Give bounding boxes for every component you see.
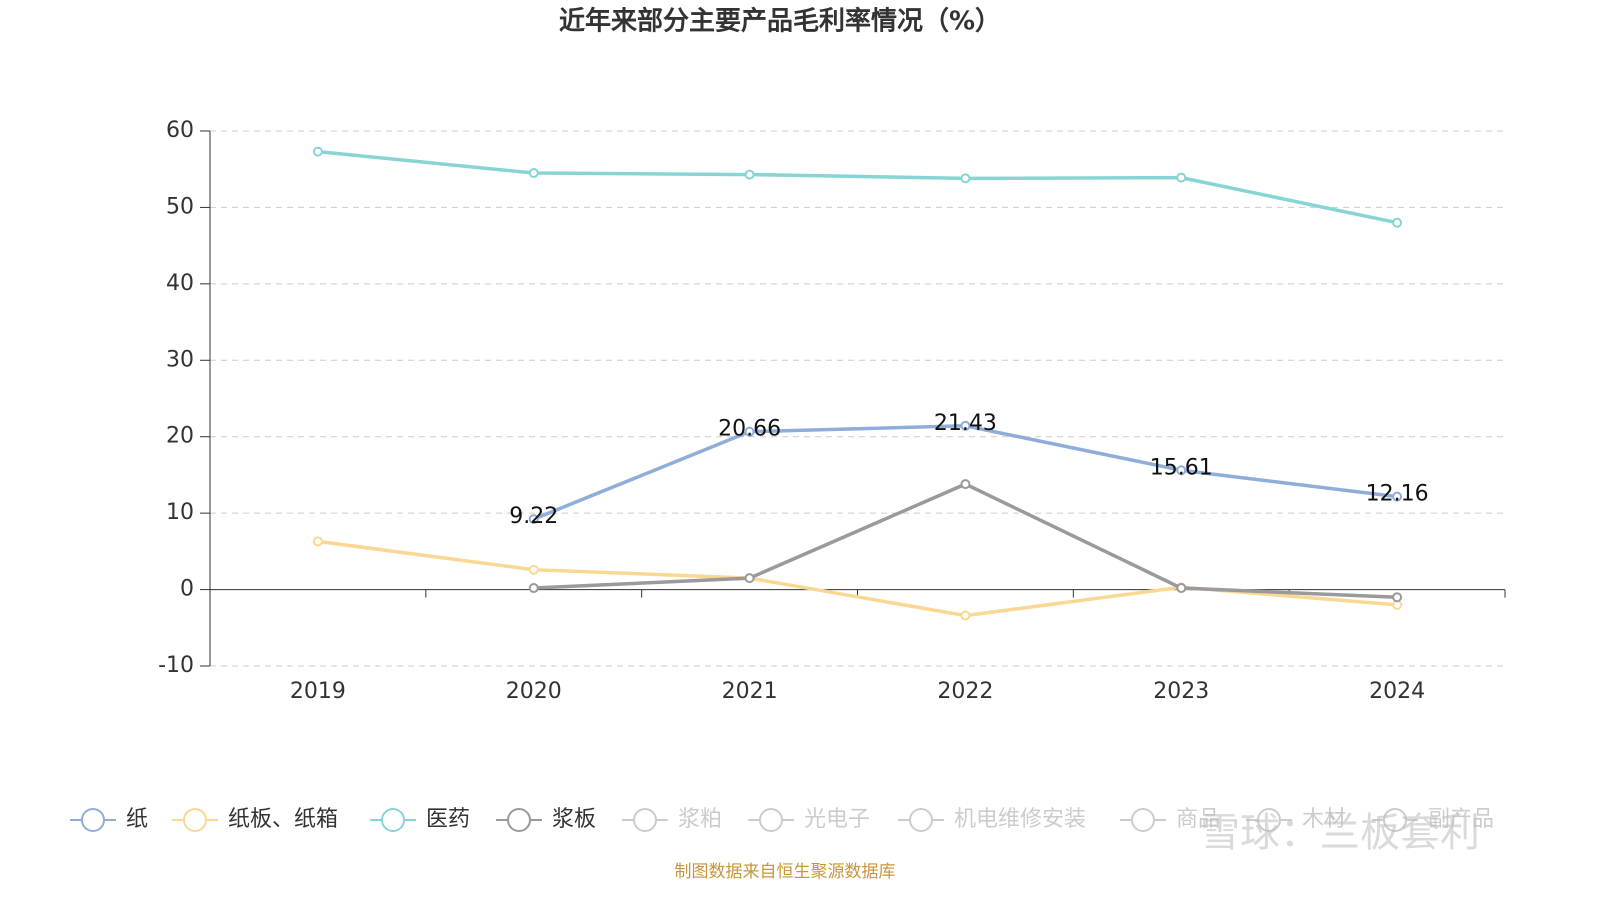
- x-tick-label: 2023: [1153, 679, 1209, 704]
- data-point: [1176, 172, 1187, 183]
- data-label: 21.43: [934, 411, 997, 436]
- data-point: [744, 573, 755, 584]
- y-tick-label: 40: [166, 271, 194, 296]
- y-tick-label: 20: [166, 424, 194, 449]
- legend-label: 浆板: [552, 807, 596, 832]
- data-point: [1176, 583, 1187, 594]
- legend-label: 副产品: [1428, 807, 1494, 832]
- data-point: [312, 536, 323, 547]
- legend-marker: [909, 808, 933, 832]
- data-point: [1392, 217, 1403, 228]
- legend-marker: [183, 808, 207, 832]
- y-tick-label: 50: [166, 194, 194, 219]
- data-point: [960, 610, 971, 621]
- y-tick-label: 0: [180, 577, 194, 602]
- data-point: [312, 146, 323, 157]
- chart-title: 近年来部分主要产品毛利率情况（%）: [559, 6, 1001, 37]
- x-tick-label: 2019: [290, 679, 346, 704]
- y-tick-label: 60: [166, 118, 194, 143]
- data-point: [1176, 465, 1187, 476]
- source-note: 制图数据来自恒生聚源数据库: [675, 862, 896, 882]
- legend-label: 纸板、纸箱: [228, 807, 338, 832]
- legend-label: 木材: [1302, 807, 1346, 832]
- legend-label: 医药: [426, 807, 470, 832]
- data-point: [960, 173, 971, 184]
- data-point: [1392, 491, 1403, 502]
- x-tick-label: 2022: [937, 679, 993, 704]
- data-point: [528, 564, 539, 575]
- legend-marker: [1383, 808, 1407, 832]
- legend-marker: [81, 808, 105, 832]
- y-tick-label: 10: [166, 500, 194, 525]
- data-point: [528, 168, 539, 179]
- data-point: [528, 514, 539, 525]
- y-tick-label: 30: [166, 347, 194, 372]
- data-point: [960, 479, 971, 490]
- series-line: [533, 482, 1398, 599]
- legend-label: 纸: [126, 807, 148, 832]
- data-label: 15.61: [1150, 455, 1213, 480]
- data-label: 12.16: [1366, 482, 1429, 507]
- legend-marker: [759, 808, 783, 832]
- series-line: [317, 539, 1398, 618]
- y-tick-label: -10: [158, 653, 194, 678]
- x-tick-label: 2020: [506, 679, 562, 704]
- series-line: [317, 149, 1398, 225]
- legend-marker: [507, 808, 531, 832]
- data-point: [744, 169, 755, 180]
- data-point: [528, 583, 539, 594]
- x-tick-label: 2021: [722, 679, 778, 704]
- x-tick-label: 2024: [1369, 679, 1425, 704]
- series-line: [533, 424, 1398, 521]
- data-point: [744, 426, 755, 437]
- legend-marker: [633, 808, 657, 832]
- legend-label: 机电维修安装: [954, 807, 1086, 832]
- data-point: [1392, 592, 1403, 603]
- legend-marker: [1131, 808, 1155, 832]
- legend-marker: [381, 808, 405, 832]
- legend-marker: [1257, 808, 1281, 832]
- watermark: 雪球：兰板套利: [1200, 810, 1480, 856]
- data-label: 20.66: [718, 417, 781, 442]
- legend-label: 商品: [1176, 807, 1220, 832]
- data-point: [960, 420, 971, 431]
- legend-label: 光电子: [804, 807, 870, 832]
- data-label: 9.22: [509, 504, 558, 529]
- legend-label: 浆粕: [678, 807, 722, 832]
